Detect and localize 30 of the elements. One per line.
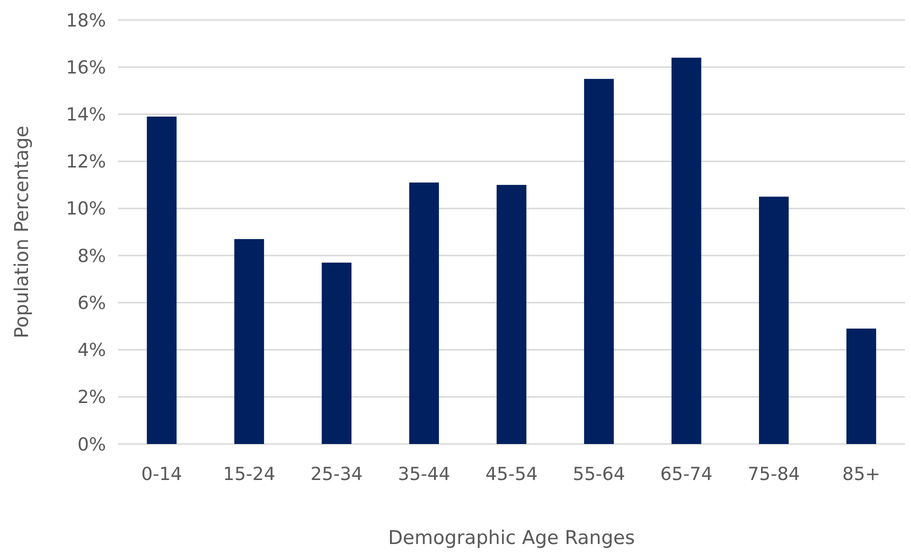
x-tick-label: 75-84: [748, 464, 800, 485]
bar: [672, 58, 702, 444]
bar: [146, 116, 177, 444]
x-tick-label: 15-24: [223, 464, 276, 485]
y-tick-label: 18%: [66, 10, 106, 32]
bar: [846, 328, 876, 444]
y-tick-label: 10%: [66, 198, 106, 220]
x-axis-title: Demographic Age Ranges: [388, 527, 635, 549]
y-tick-label: 4%: [77, 340, 106, 362]
bar: [322, 262, 352, 444]
y-axis-title: Population Percentage: [11, 126, 33, 338]
x-tick-label: 85+: [842, 464, 880, 485]
y-tick-label: 14%: [66, 104, 106, 126]
bar: [758, 196, 789, 444]
x-tick-label: 0-14: [141, 464, 182, 485]
bar: [234, 239, 264, 444]
y-tick-label: 8%: [77, 246, 106, 267]
bar: [409, 182, 439, 444]
x-tick-label: 35-44: [398, 464, 450, 485]
y-tick-label: 0%: [77, 434, 106, 456]
x-tick-label: 65-74: [660, 464, 713, 485]
x-tick-label: 55-64: [572, 464, 626, 485]
y-tick-label: 2%: [77, 387, 106, 408]
y-tick-label: 6%: [77, 292, 106, 314]
y-tick-label: 16%: [66, 57, 106, 78]
bar: [496, 184, 526, 444]
x-tick-label: 25-34: [310, 464, 363, 485]
x-tick-label: 45-54: [485, 464, 538, 485]
y-tick-label: 12%: [66, 152, 106, 173]
bar: [584, 78, 614, 444]
